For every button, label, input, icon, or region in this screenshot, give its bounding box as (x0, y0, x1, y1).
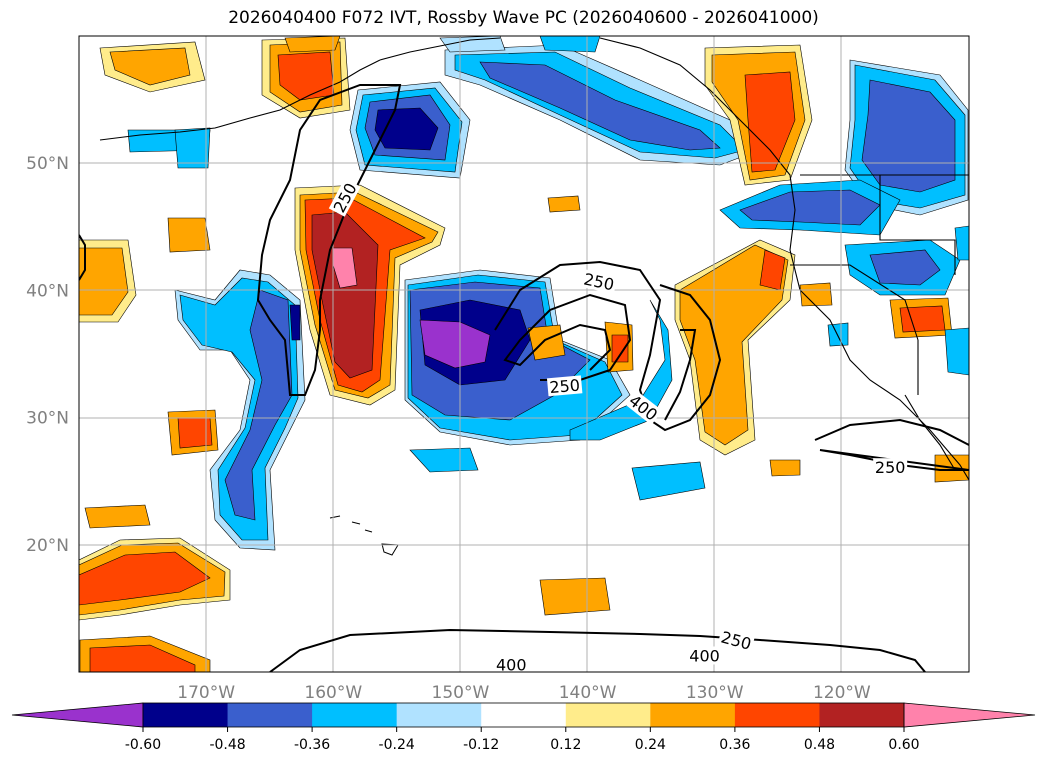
gridlines (79, 36, 969, 672)
colorbar-tick-label: 0.60 (888, 737, 919, 753)
longitude-labels: 170°W 160°W 150°W 140°W 130°W 120°W (177, 683, 871, 703)
colorbar-outline (142, 702, 905, 728)
colorbar: -0.60 -0.48 -0.36 -0.24 -0.12 0.12 0.24 0.36 0.4… (11, 702, 1036, 753)
colorbar-tick-label: -0.60 (125, 737, 161, 753)
longitude-label: 120°W (813, 683, 871, 703)
colorbar-segment (650, 703, 736, 727)
latitude-label: 50°N (26, 154, 69, 174)
contour-label-background (717, 627, 756, 654)
latitude-label: 30°N (26, 409, 69, 429)
latitude-labels: 50°N 40°N 30°N 20°N (26, 154, 69, 556)
colorbar-tick-label: 0.24 (635, 737, 666, 753)
latitude-label: 40°N (26, 281, 69, 301)
colorbar-segment (481, 703, 567, 727)
colorbar-tick-label: -0.48 (209, 737, 245, 753)
contour-label-background (687, 646, 722, 665)
colorbar-tick-label: -0.12 (463, 737, 499, 753)
colorbar-extend-max (903, 702, 1036, 728)
longitude-label: 170°W (177, 683, 235, 703)
latitude-label: 20°N (26, 536, 69, 556)
contour-label-background (494, 655, 529, 672)
colorbar-tick-label: 0.36 (719, 737, 750, 753)
colorbar-extend-min (11, 702, 144, 728)
contour-label: 250 (549, 376, 581, 398)
colorbar-segment (734, 703, 820, 727)
longitude-label: 140°W (559, 683, 617, 703)
longitude-label: 160°W (304, 683, 362, 703)
colorbar-segment (312, 703, 398, 727)
contour-label-background (546, 375, 583, 397)
colorbar-tick-label: 0.48 (804, 737, 835, 753)
colorbar-segment (143, 703, 229, 727)
longitude-label: 130°W (686, 683, 744, 703)
contour-label-background (580, 269, 618, 294)
colorbar-segment (227, 703, 313, 727)
hawaii-islands (329, 515, 399, 556)
contour-label-background (328, 178, 361, 217)
longitude-label: 150°W (432, 683, 490, 703)
colorbar-segment (396, 703, 482, 727)
ivt-anomaly-shading (79, 36, 969, 672)
colorbar-tick-label: -0.24 (379, 737, 415, 753)
colorbar-tick-label: -0.36 (294, 737, 330, 753)
contour-label-background (873, 458, 908, 477)
map-title: 2026040400 F072 IVT, Rossby Wave PC (202… (228, 8, 819, 28)
contour-label: 250 (875, 458, 906, 477)
contour-label: 400 (689, 646, 720, 665)
coastlines (99, 37, 969, 481)
colorbar-segment (819, 703, 905, 727)
contour-label-background (624, 389, 663, 425)
colorbar-segment (565, 703, 651, 727)
colorbar-tick-label: 0.12 (550, 737, 581, 753)
contour-label: 400 (496, 655, 527, 674)
map-frame (78, 35, 970, 673)
